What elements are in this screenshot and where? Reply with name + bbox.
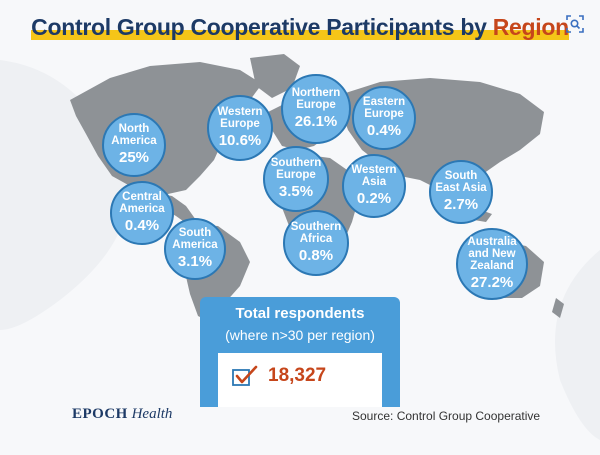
region-name: Southern Europe xyxy=(270,157,322,181)
brand-health: Health xyxy=(131,406,173,422)
region-name: North America xyxy=(111,123,157,147)
region-bubble-southern-europe: Southern Europe 3.5% xyxy=(263,146,329,212)
region-bubble-northern-europe: Northern Europe 26.1% xyxy=(281,74,351,144)
region-bubble-central-america: Central America 0.4% xyxy=(110,181,174,245)
checkmark-icon xyxy=(232,365,258,386)
region-name: Central America xyxy=(119,191,165,215)
region-bubble-eastern-europe: Eastern Europe 0.4% xyxy=(352,86,416,150)
brand-logo: EPOCH Health xyxy=(72,406,172,423)
region-bubble-western-europe: Western Europe 10.6% xyxy=(207,95,273,161)
region-name: Australia and New Zealand xyxy=(467,236,517,272)
region-value: 3.5% xyxy=(278,183,314,200)
source-note: Source: Control Group Cooperative xyxy=(352,409,541,423)
region-name: South East Asia xyxy=(435,170,487,194)
region-bubble-southern-africa: Southern Africa 0.8% xyxy=(283,210,349,276)
region-name: South America xyxy=(172,227,218,251)
region-name: Southern Africa xyxy=(290,221,342,245)
title-highlight: Region xyxy=(492,14,569,40)
lens-icon[interactable] xyxy=(565,14,585,34)
title-text: Control Group Cooperative Participants b… xyxy=(31,14,493,40)
region-name: Western Europe xyxy=(217,106,263,130)
region-name: Eastern Europe xyxy=(362,96,406,120)
region-value: 10.6% xyxy=(218,132,262,149)
region-name: Western Asia xyxy=(351,164,397,188)
region-value: 26.1% xyxy=(294,113,338,130)
region-value: 0.8% xyxy=(298,247,334,264)
region-value: 0.4% xyxy=(124,217,160,234)
brand-epoch: EPOCH xyxy=(72,406,128,422)
region-value: 0.4% xyxy=(366,122,402,139)
total-value: 18,327 xyxy=(268,365,327,386)
region-bubble-south-east-asia: South East Asia 2.7% xyxy=(429,160,493,224)
total-heading: Total respondents xyxy=(235,305,365,322)
region-value: 2.7% xyxy=(443,196,479,213)
region-value: 25% xyxy=(118,149,150,166)
region-bubble-north-america: North America 25% xyxy=(102,113,166,177)
total-respondents-box: Total respondents (where n>30 per region… xyxy=(200,297,400,407)
region-value: 27.2% xyxy=(470,274,514,291)
chart-title: Control Group Cooperative Participants b… xyxy=(0,14,600,41)
region-bubble-western-asia: Western Asia 0.2% xyxy=(342,154,406,218)
region-value: 0.2% xyxy=(356,190,392,207)
region-name: Northern Europe xyxy=(291,87,341,111)
region-bubble-australia-nz: Australia and New Zealand 27.2% xyxy=(456,228,528,300)
region-value: 3.1% xyxy=(177,253,213,270)
region-bubble-south-america: South America 3.1% xyxy=(164,218,226,280)
total-value-panel: 18,327 xyxy=(218,353,382,407)
total-subheading: (where n>30 per region) xyxy=(225,327,375,343)
